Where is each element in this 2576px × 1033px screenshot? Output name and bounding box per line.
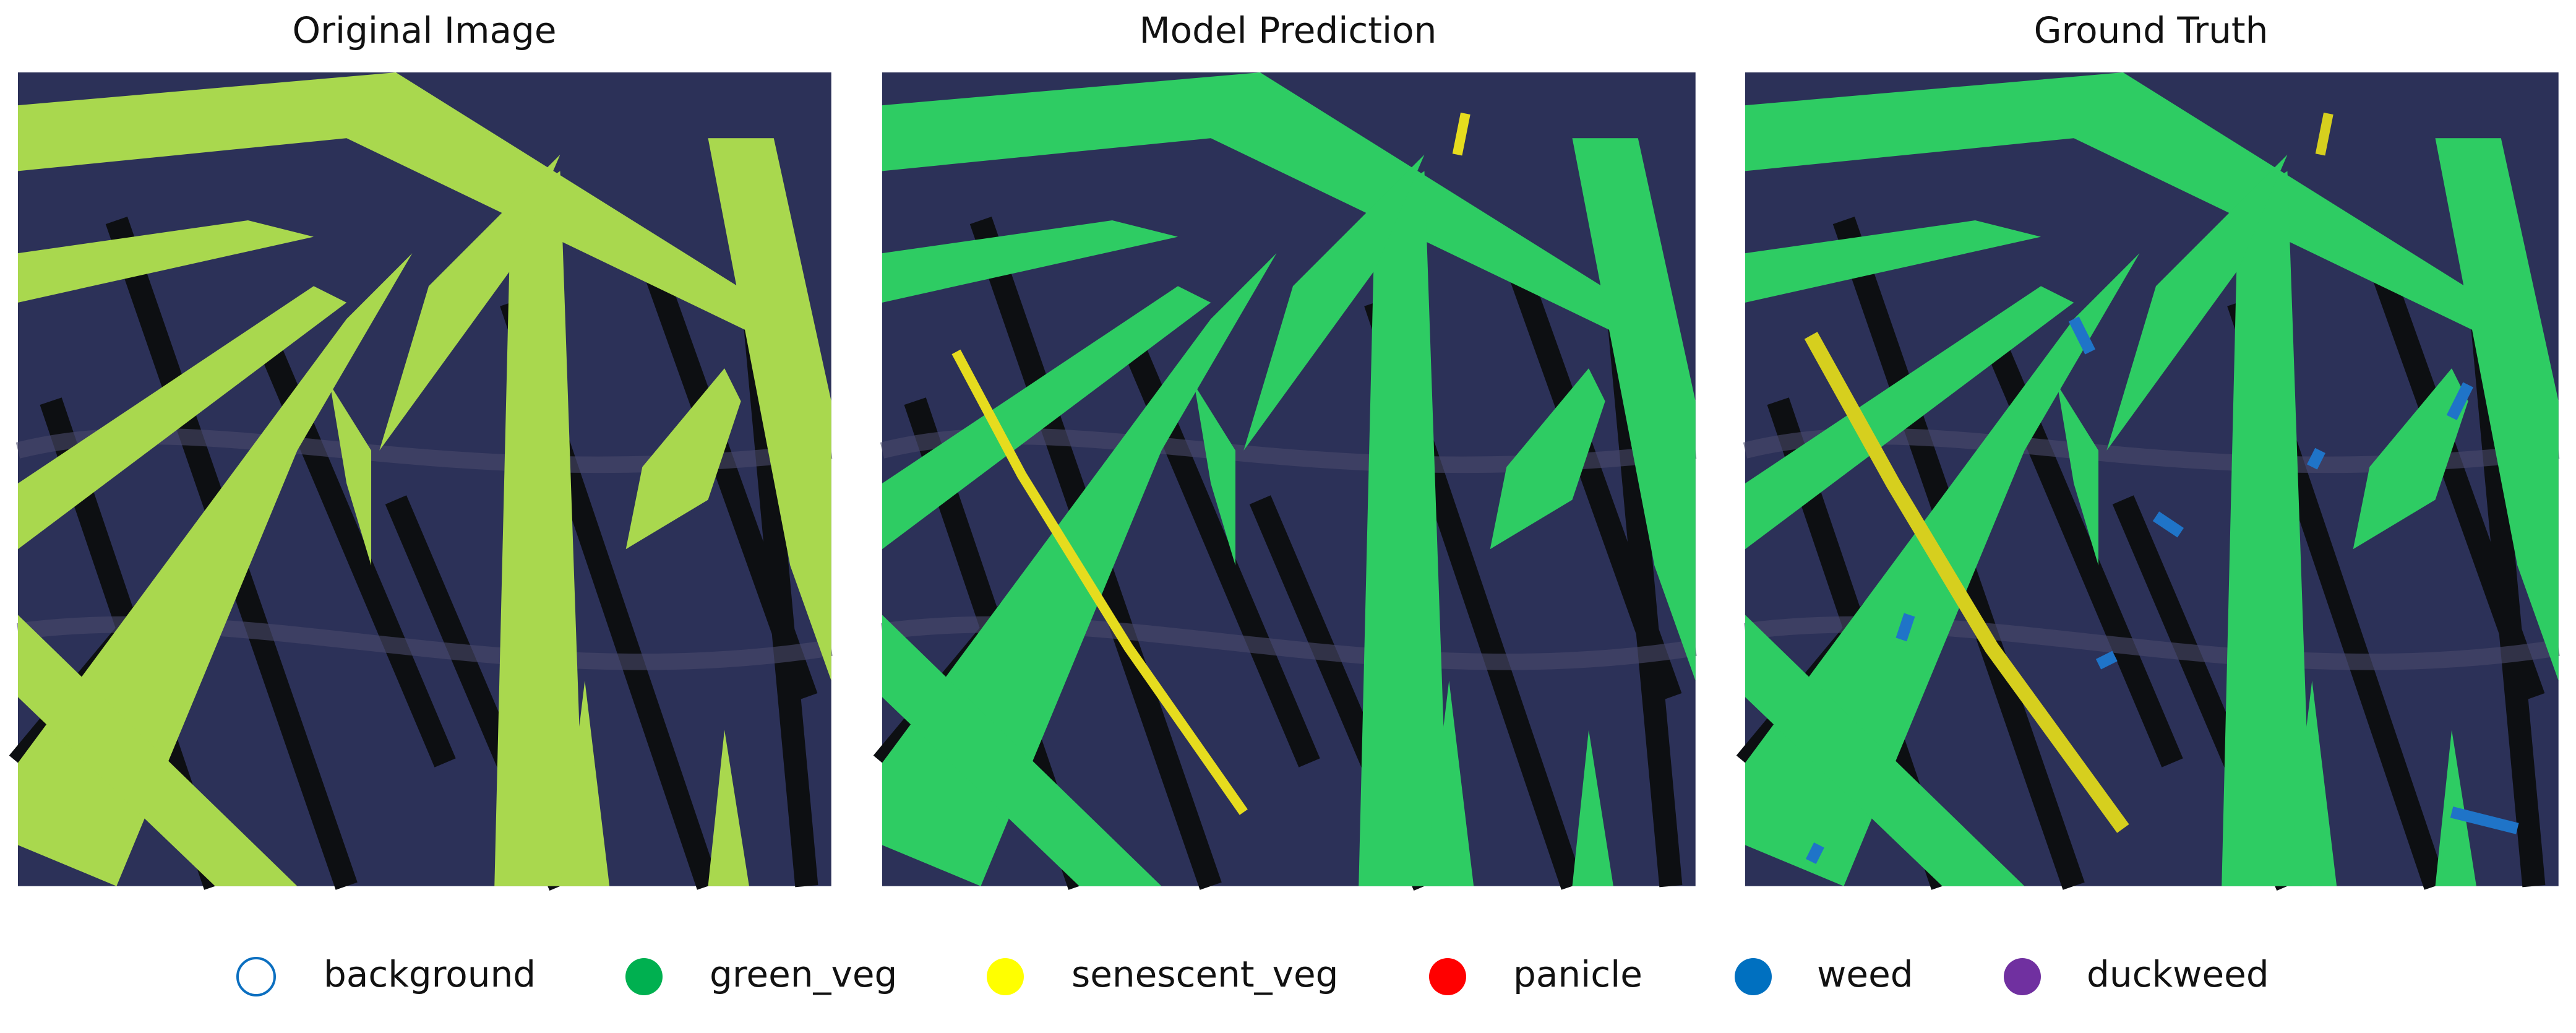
legend-label: background <box>324 953 536 995</box>
prediction-image <box>882 72 1696 886</box>
legend-label: senescent_veg <box>1071 953 1338 995</box>
legend-label: duckweed <box>2087 953 2269 995</box>
panel-title: Ground Truth <box>2034 9 2269 51</box>
legend-label: panicle <box>1513 953 1642 995</box>
panel-title: Original Image <box>292 9 556 51</box>
legend-label: green_veg <box>710 953 897 995</box>
legend-label: weed <box>1817 953 1913 995</box>
panel-title: Model Prediction <box>1140 9 1437 51</box>
legend-marker <box>625 958 663 995</box>
legend-marker <box>2004 958 2041 995</box>
legend: background green_veg senescent_veg panicle w… <box>236 953 2269 996</box>
legend-marker <box>1735 958 1772 995</box>
original-image <box>18 72 831 886</box>
legend-marker <box>1429 958 1466 995</box>
legend-marker <box>987 958 1024 995</box>
ground-truth-image <box>1745 72 2559 886</box>
legend-marker <box>236 957 276 996</box>
